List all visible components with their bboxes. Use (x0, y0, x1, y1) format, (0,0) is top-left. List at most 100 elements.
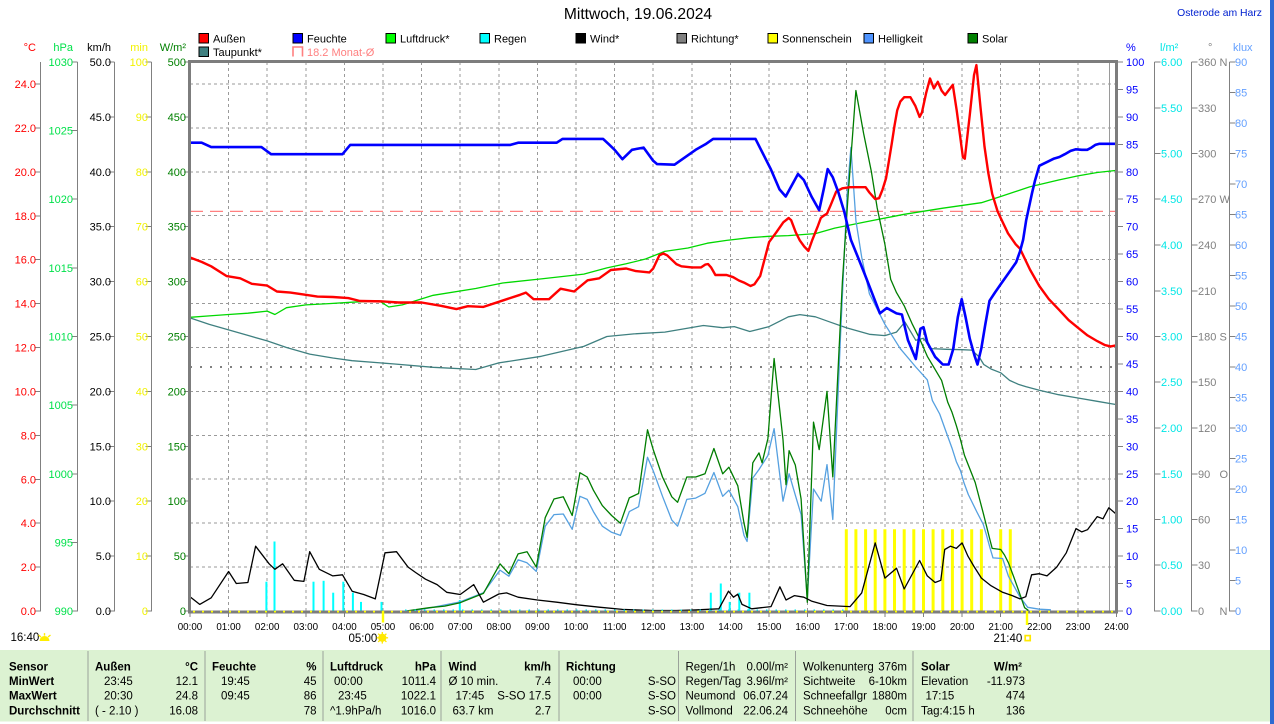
svg-text:90: 90 (136, 112, 148, 124)
svg-text:05:00: 05:00 (349, 633, 378, 645)
svg-text:400: 400 (168, 167, 186, 179)
svg-text:65: 65 (1126, 249, 1138, 261)
svg-text:17:15: 17:15 (926, 691, 955, 703)
svg-text:-11.973: -11.973 (987, 676, 1025, 688)
svg-text:78: 78 (304, 706, 317, 718)
svg-text:24:00: 24:00 (1104, 622, 1129, 633)
svg-text:12.1: 12.1 (176, 676, 198, 688)
svg-text:min: min (130, 42, 148, 54)
svg-text:Schneefallgr: Schneefallgr (803, 691, 867, 703)
svg-text:08:00: 08:00 (487, 622, 512, 633)
svg-text:20: 20 (136, 496, 148, 508)
svg-text:S-SO 17.5: S-SO 17.5 (497, 691, 551, 703)
svg-text:0.00l/m²: 0.00l/m² (746, 662, 788, 674)
svg-text:30: 30 (1198, 560, 1210, 572)
svg-text:%: % (306, 662, 316, 674)
svg-text:Durchschnitt: Durchschnitt (9, 706, 80, 718)
svg-text:4.0: 4.0 (21, 518, 36, 530)
svg-text:150: 150 (168, 441, 186, 453)
svg-text:995: 995 (55, 537, 73, 549)
svg-text:16.0: 16.0 (15, 255, 36, 267)
svg-text:S: S (1220, 332, 1227, 344)
svg-text:10.0: 10.0 (15, 386, 36, 398)
svg-text:0.00: 0.00 (1161, 606, 1182, 618)
svg-text:10.0: 10.0 (90, 496, 111, 508)
svg-text:7.4: 7.4 (535, 676, 552, 688)
svg-text:°: ° (1208, 42, 1212, 54)
svg-text:Vollmond: Vollmond (686, 706, 733, 718)
svg-text:35.0: 35.0 (90, 222, 111, 234)
svg-text:1880m: 1880m (872, 691, 907, 703)
svg-text:80: 80 (1126, 167, 1138, 179)
svg-text:30: 30 (1126, 441, 1138, 453)
svg-text:5.0: 5.0 (96, 551, 111, 563)
svg-text:18:00: 18:00 (873, 622, 898, 633)
svg-text:MaxWert: MaxWert (9, 691, 57, 703)
svg-text:1011.4: 1011.4 (402, 676, 437, 688)
svg-text:Ø 10 min.: Ø 10 min. (449, 676, 499, 688)
svg-text:Wind: Wind (449, 662, 477, 674)
svg-text:90: 90 (1126, 112, 1138, 124)
svg-text:300: 300 (1198, 149, 1216, 161)
svg-text:Schneehöhe: Schneehöhe (803, 706, 868, 718)
svg-text:376m: 376m (878, 662, 907, 674)
svg-text:05:00: 05:00 (371, 622, 396, 633)
svg-text:65: 65 (1235, 210, 1247, 222)
svg-text:23:45: 23:45 (104, 676, 133, 688)
svg-text:250: 250 (168, 332, 186, 344)
svg-text:21:00: 21:00 (988, 622, 1013, 633)
svg-text:0: 0 (1235, 606, 1241, 618)
svg-text:Richtung: Richtung (566, 662, 616, 674)
svg-text:W: W (1220, 194, 1231, 206)
svg-text:Helligkeit: Helligkeit (878, 34, 923, 46)
svg-text:20:00: 20:00 (950, 622, 975, 633)
svg-text:3.96l/m²: 3.96l/m² (746, 676, 788, 688)
svg-text:2.0: 2.0 (21, 562, 36, 574)
svg-text:180: 180 (1198, 332, 1216, 344)
svg-text:100: 100 (1126, 57, 1144, 69)
svg-text:Mittwoch, 19.06.2024: Mittwoch, 19.06.2024 (564, 6, 713, 23)
svg-text:15.0: 15.0 (90, 441, 111, 453)
svg-text:MinWert: MinWert (9, 676, 54, 688)
svg-text:330: 330 (1198, 103, 1216, 115)
svg-text:°C: °C (24, 42, 36, 54)
svg-text:16:40: 16:40 (11, 632, 40, 644)
svg-text:14.0: 14.0 (15, 299, 36, 311)
svg-text:Regen/1h: Regen/1h (686, 662, 736, 674)
svg-text:2.00: 2.00 (1161, 423, 1182, 435)
svg-text:200: 200 (168, 386, 186, 398)
svg-text:Außen: Außen (213, 34, 245, 46)
svg-text:8.0: 8.0 (21, 430, 36, 442)
svg-text:60: 60 (136, 277, 148, 289)
svg-text:S-SO: S-SO (648, 706, 676, 718)
svg-text:06.07.24: 06.07.24 (743, 691, 788, 703)
svg-text:5.00: 5.00 (1161, 149, 1182, 161)
svg-text:240: 240 (1198, 240, 1216, 252)
svg-text:11:00: 11:00 (603, 622, 627, 633)
svg-text:210: 210 (1198, 286, 1216, 298)
svg-text:Wind*: Wind* (590, 34, 620, 46)
svg-text:Elevation: Elevation (921, 676, 968, 688)
svg-text:00:00: 00:00 (573, 676, 602, 688)
svg-text:1000: 1000 (49, 469, 73, 481)
svg-text:1025: 1025 (49, 126, 73, 138)
svg-text:0.50: 0.50 (1161, 560, 1182, 572)
svg-text:Richtung*: Richtung* (691, 34, 739, 46)
svg-text:1010: 1010 (49, 332, 73, 344)
svg-text:1020: 1020 (49, 194, 73, 206)
svg-text:^1.9hPa/h: ^1.9hPa/h (330, 706, 381, 718)
svg-text:18.0: 18.0 (15, 211, 36, 223)
svg-text:00:00: 00:00 (573, 691, 602, 703)
svg-text:01:00: 01:00 (216, 622, 241, 633)
svg-text:17:45: 17:45 (456, 691, 485, 703)
svg-text:63.7 km: 63.7 km (453, 706, 494, 718)
svg-text:09:45: 09:45 (221, 691, 250, 703)
svg-text:03:00: 03:00 (294, 622, 319, 633)
svg-text:6.00: 6.00 (1161, 57, 1182, 69)
svg-text:80: 80 (136, 167, 148, 179)
svg-text:15: 15 (1126, 524, 1138, 536)
svg-text:2.50: 2.50 (1161, 377, 1182, 389)
svg-text:40: 40 (136, 386, 148, 398)
svg-text:55: 55 (1126, 304, 1138, 316)
svg-text:70: 70 (1235, 179, 1247, 191)
